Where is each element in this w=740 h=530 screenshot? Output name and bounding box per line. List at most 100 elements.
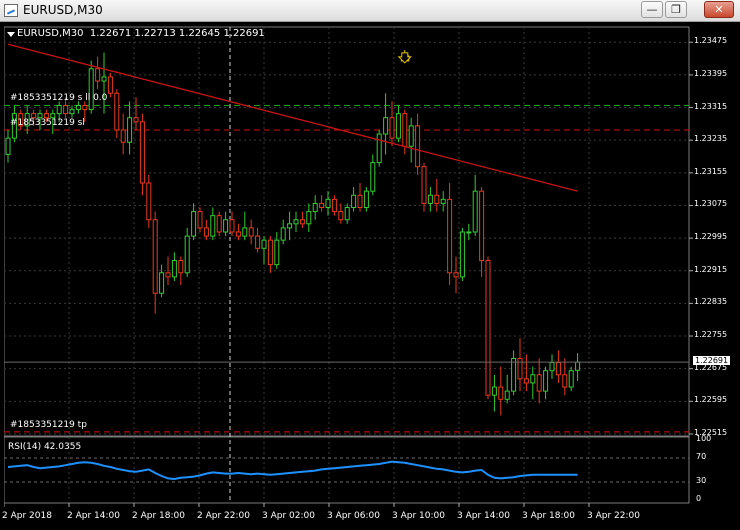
price-axis-label: 1.22915: [694, 264, 728, 274]
candle-bear: [248, 227, 254, 237]
minimize-button[interactable]: —: [641, 1, 663, 18]
candle-bear: [229, 219, 235, 233]
candle-bull: [171, 260, 177, 278]
candle-bull: [312, 202, 318, 213]
rsi-level-label: 30: [696, 476, 707, 485]
candle-bull: [280, 227, 286, 241]
order-line-label: #1853351219 sl: [10, 117, 85, 128]
candle-bull: [261, 239, 267, 249]
candle-bear: [421, 166, 427, 204]
candle-bull: [5, 137, 11, 155]
order-line-label: #1853351219 tp: [10, 419, 87, 430]
time-axis-label: 2 Apr 14:00: [67, 511, 120, 521]
candle-bear: [63, 104, 69, 115]
candle-bull: [101, 76, 107, 82]
restore-button[interactable]: ❐: [665, 1, 687, 18]
candle-bear: [120, 129, 126, 143]
candle-bull: [293, 219, 299, 225]
candle-bull: [504, 390, 510, 400]
candle-bear: [479, 190, 485, 262]
symbol-label: EURUSD,M30: [17, 28, 84, 39]
candle-bear: [319, 202, 325, 208]
time-axis-label: 3 Apr 22:00: [587, 511, 640, 521]
price-axis-label: 1.22595: [694, 395, 728, 405]
time-axis-label: 2 Apr 18:00: [132, 511, 185, 521]
candle-bear: [562, 374, 568, 388]
candle-bull: [127, 117, 133, 143]
candle-bull: [287, 223, 293, 229]
candle-bear: [178, 260, 184, 274]
candle-bear: [152, 219, 158, 294]
price-axis-label: 1.22675: [694, 362, 728, 372]
candle-bull: [184, 235, 190, 274]
candle-bear: [95, 68, 101, 82]
candle-bull: [427, 194, 433, 204]
time-axis-label: 3 Apr 10:00: [392, 511, 445, 521]
candle-bear: [133, 117, 139, 123]
candle-bull: [575, 361, 581, 371]
rsi-label: RSI(14) 42.0355: [8, 442, 82, 452]
candle-bear: [255, 235, 261, 249]
candle-bull: [530, 374, 536, 384]
candle-bull: [568, 370, 574, 388]
candle-bull: [11, 113, 17, 139]
candle-bull: [472, 190, 478, 233]
candle-bear: [139, 121, 145, 184]
sell-arrow-icon: [397, 52, 413, 64]
candle-bull: [274, 239, 280, 266]
candle-bear: [203, 227, 209, 237]
rsi-level-label: 100: [696, 434, 712, 443]
candle-bull: [370, 162, 376, 192]
candle-bear: [31, 113, 37, 119]
candle-bull: [344, 206, 350, 221]
candle-bear: [453, 272, 459, 278]
window-titlebar[interactable]: EURUSD,M30 — ❐ ✕: [0, 0, 740, 22]
candle-bear: [357, 194, 363, 208]
price-axis-label: 1.23155: [694, 166, 728, 176]
close-button[interactable]: ✕: [704, 1, 734, 18]
price-axis-label: 1.23315: [694, 101, 728, 111]
candle-bear: [43, 113, 49, 119]
candle-bull: [306, 211, 312, 225]
time-axis-label: 3 Apr 18:00: [522, 511, 575, 521]
rsi-level-label: 70: [696, 452, 707, 461]
candle-bull: [440, 198, 446, 204]
time-axis-label: 2 Apr 2018: [2, 511, 52, 521]
candle-bull: [50, 113, 56, 119]
candle-bear: [331, 198, 337, 213]
price-chart[interactable]: [4, 24, 740, 530]
candle-bull: [491, 386, 497, 396]
ohlc-values: 1.22671 1.22713 1.22645 1.22691: [89, 28, 265, 39]
candle-bull: [191, 211, 197, 237]
price-axis-label: 1.23395: [694, 68, 728, 78]
candle-bull: [363, 190, 369, 208]
rsi-plot-frame: [4, 436, 690, 504]
candle-bear: [216, 215, 222, 233]
time-axis-label: 3 Apr 06:00: [327, 511, 380, 521]
price-axis-label: 1.23475: [694, 36, 728, 46]
price-axis-label: 1.22835: [694, 297, 728, 307]
candle-bear: [523, 378, 529, 384]
candle-bear: [555, 362, 561, 376]
candle-bull: [383, 117, 389, 135]
candle-bear: [447, 198, 453, 274]
candle-bear: [146, 182, 152, 221]
candle-bear: [338, 211, 344, 221]
main-plot-frame: [4, 26, 690, 437]
candle-bull: [88, 68, 94, 111]
candle-bull: [351, 194, 357, 208]
price-axis-label: 1.23075: [694, 199, 728, 209]
price-axis-label: 1.22755: [694, 330, 728, 340]
candle-bull: [376, 133, 382, 164]
candle-bull: [75, 104, 81, 111]
trendline: [7, 43, 578, 192]
window-title: EURUSD,M30: [23, 3, 103, 17]
candle-bear: [389, 117, 395, 139]
candle-bull: [223, 219, 229, 233]
time-axis-label: 3 Apr 02:00: [262, 511, 315, 521]
chart-dropdown-icon[interactable]: [7, 32, 15, 37]
candle-bear: [18, 113, 24, 127]
rsi-line: [7, 460, 578, 481]
chart-header: EURUSD,M30 1.22671 1.22713 1.22645 1.226…: [17, 28, 265, 39]
